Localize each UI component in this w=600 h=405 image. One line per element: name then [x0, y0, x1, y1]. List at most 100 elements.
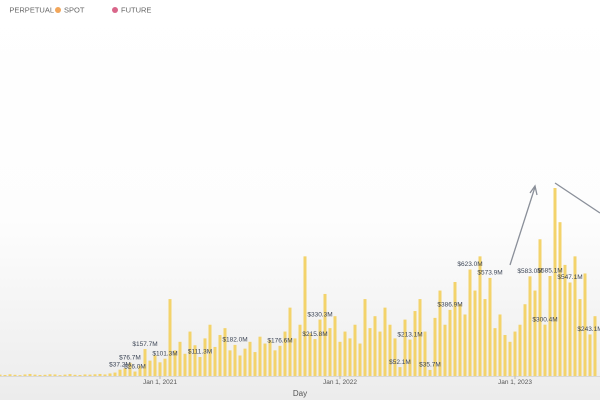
bar — [408, 339, 412, 376]
bar — [133, 371, 137, 376]
bar — [553, 188, 557, 376]
bar — [318, 319, 322, 376]
bar — [558, 222, 562, 376]
bar — [513, 331, 517, 376]
bar — [428, 369, 432, 376]
bar — [488, 277, 492, 376]
bar — [153, 355, 157, 376]
bar — [373, 316, 377, 376]
bar — [498, 314, 502, 376]
bar — [18, 375, 22, 376]
data-label: $101.3M — [152, 350, 177, 357]
bar — [328, 328, 332, 376]
bar — [518, 324, 522, 376]
bar — [258, 336, 262, 376]
bar — [198, 356, 202, 376]
bar — [213, 346, 217, 376]
legend-label: PERPETUAL — [9, 5, 54, 14]
bar — [433, 317, 437, 376]
bar — [588, 334, 592, 376]
data-label: $623.0M — [457, 261, 482, 268]
legend-label: FUTURE — [121, 5, 151, 14]
bar — [173, 350, 177, 376]
bar — [253, 352, 257, 376]
bar — [273, 350, 277, 376]
bar — [538, 239, 542, 376]
bar — [98, 373, 102, 376]
bar — [313, 339, 317, 376]
annotation-arrow — [554, 182, 600, 214]
bar — [148, 360, 152, 376]
data-label: $176.6M — [267, 338, 292, 345]
bar — [88, 374, 92, 376]
bar — [363, 299, 367, 376]
bar — [333, 316, 337, 376]
bar — [468, 269, 472, 376]
bar — [503, 334, 507, 376]
data-label: $111.3M — [188, 349, 212, 356]
bar — [413, 311, 417, 376]
bar — [138, 365, 142, 376]
bar — [63, 374, 67, 376]
bar — [418, 299, 422, 376]
bar — [183, 353, 187, 376]
bar — [103, 374, 107, 376]
bar — [248, 341, 252, 376]
bar — [228, 350, 232, 376]
bar — [393, 338, 397, 376]
bar — [163, 358, 167, 376]
annotation-arrow — [509, 186, 536, 266]
bar — [308, 333, 312, 376]
data-label: $76.7M — [119, 355, 141, 362]
bar — [473, 290, 477, 376]
bar — [218, 334, 222, 376]
data-label: $26.0M — [124, 363, 146, 370]
x-tick-label: Jan 1, 2022 — [323, 379, 357, 386]
bar — [113, 372, 117, 376]
bar — [343, 331, 347, 376]
data-label: $243.1M — [577, 326, 600, 333]
legend-label: SPOT — [64, 5, 85, 14]
bar — [323, 293, 327, 376]
bar — [168, 299, 172, 376]
data-label: $215.8M — [302, 331, 327, 338]
bar — [293, 338, 297, 376]
bar — [128, 362, 132, 376]
bar — [58, 375, 62, 376]
bar — [123, 368, 127, 376]
data-label: $573.9M — [477, 270, 502, 277]
bar — [338, 341, 342, 376]
data-label: $547.1M — [557, 274, 582, 281]
bar — [483, 299, 487, 376]
bar — [43, 374, 47, 376]
annotation-arrow-head — [529, 184, 538, 196]
bar — [283, 331, 287, 376]
bar — [423, 331, 427, 376]
bar — [298, 324, 302, 376]
bar — [28, 373, 32, 376]
bar — [438, 290, 442, 376]
bar — [523, 304, 527, 376]
bar — [533, 290, 537, 376]
x-tick-label: Jan 1, 2021 — [143, 379, 177, 386]
bar — [448, 309, 452, 376]
bar — [478, 256, 482, 376]
bar — [493, 328, 497, 376]
bar — [233, 344, 237, 376]
data-label: $213.1M — [397, 331, 422, 338]
x-axis-title: Day — [293, 389, 307, 398]
legend-marker — [112, 7, 118, 13]
bar — [33, 374, 37, 376]
bar — [463, 314, 467, 376]
bar — [193, 345, 197, 376]
bar — [403, 319, 407, 376]
bar — [178, 341, 182, 376]
data-label: $182.0M — [222, 337, 247, 344]
bar — [388, 324, 392, 376]
bar — [208, 324, 212, 376]
bar — [13, 374, 17, 376]
data-label: $585.1M — [537, 268, 562, 275]
bar — [83, 374, 87, 376]
bar — [158, 362, 162, 376]
